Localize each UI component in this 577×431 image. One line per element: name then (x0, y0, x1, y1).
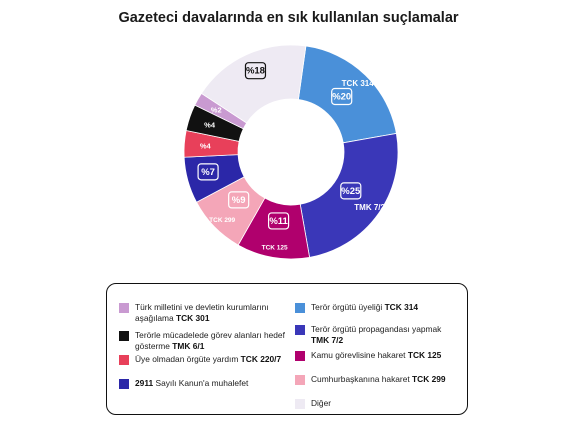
legend-item-0: Türk milletini ve devletin kurumlarını a… (119, 302, 285, 323)
slice-badge-2 (267, 212, 290, 230)
slice-badge-3 (228, 191, 250, 209)
legend-label: Türk milletini ve devletin kurumlarını a… (135, 302, 269, 323)
legend-label: Terör örgütü propagandası yapmak TMK 7/2 (311, 324, 442, 345)
legend-swatch-icon (119, 331, 129, 341)
slice-1 (299, 132, 399, 258)
slice-code-0: TCK 314 (342, 79, 375, 88)
legend-item-6: Kamu görevlisine hakaret TCK 125 (295, 350, 461, 361)
legend: Türk milletini ve devletin kurumlarını a… (106, 283, 468, 415)
slice-0 (297, 45, 397, 144)
slice-label-6: %4 (204, 120, 216, 129)
legend-label: Cumhurbaşkanına hakaret TCK 299 (311, 374, 446, 384)
slice-label-8: %18 (246, 66, 265, 77)
legend-swatch-icon (295, 351, 305, 361)
slice-label-3: %9 (232, 195, 246, 206)
legend-swatch-icon (295, 303, 305, 313)
legend-swatch-icon (119, 303, 129, 313)
slice-label-5: %4 (200, 141, 212, 150)
slice-badge-8 (244, 62, 267, 80)
slice-badge-0 (331, 87, 353, 106)
legend-label: Terör örgütü üyeliği TCK 314 (311, 302, 419, 312)
legend-item-2: Üye olmadan örgüte yardım TCK 220/7 (119, 354, 285, 365)
legend-item-3: 2911 Sayılı Kanun'a muhalefet (119, 378, 285, 389)
chart-title: Gazeteci davalarında en sık kullanılan s… (118, 10, 459, 26)
legend-swatch-icon (295, 325, 305, 335)
slice-label-2: %11 (269, 216, 288, 227)
slice-8 (200, 44, 307, 124)
legend-item-4: Terör örgütü üyeliği TCK 314 (295, 302, 461, 313)
slice-label-4: %7 (201, 167, 215, 178)
legend-swatch-icon (295, 375, 305, 385)
legend-swatch-icon (119, 379, 129, 389)
legend-swatch-icon (119, 355, 129, 365)
legend-item-1: Terörle mücadelede görev alanları hedef … (119, 330, 285, 351)
legend-label: Diğer (311, 398, 332, 408)
slice-label-1: %25 (341, 186, 361, 197)
slice-badge-1 (340, 182, 362, 200)
legend-label: 2911 Sayılı Kanun'a muhalefet (135, 378, 249, 388)
legend-swatch-icon (295, 399, 305, 409)
legend-label: Terörle mücadelede görev alanları hedef … (135, 330, 285, 351)
legend-item-5: Terör örgütü propagandası yapmak TMK 7/2 (295, 324, 461, 345)
legend-item-8: Diğer (295, 398, 461, 409)
legend-label: Üye olmadan örgüte yardım TCK 220/7 (135, 354, 282, 364)
legend-label: Kamu görevlisine hakaret TCK 125 (311, 350, 442, 360)
slice-label-0: %20 (332, 91, 351, 102)
slice-code-1: TMK 7/2 (354, 203, 385, 212)
slice-code-2: TCK 125 (262, 245, 288, 252)
slice-label-7: %2 (211, 106, 222, 115)
legend-item-7: Cumhurbaşkanına hakaret TCK 299 (295, 374, 461, 385)
slice-badge-4 (197, 163, 219, 181)
slice-code-3: TCK 299 (209, 217, 235, 224)
